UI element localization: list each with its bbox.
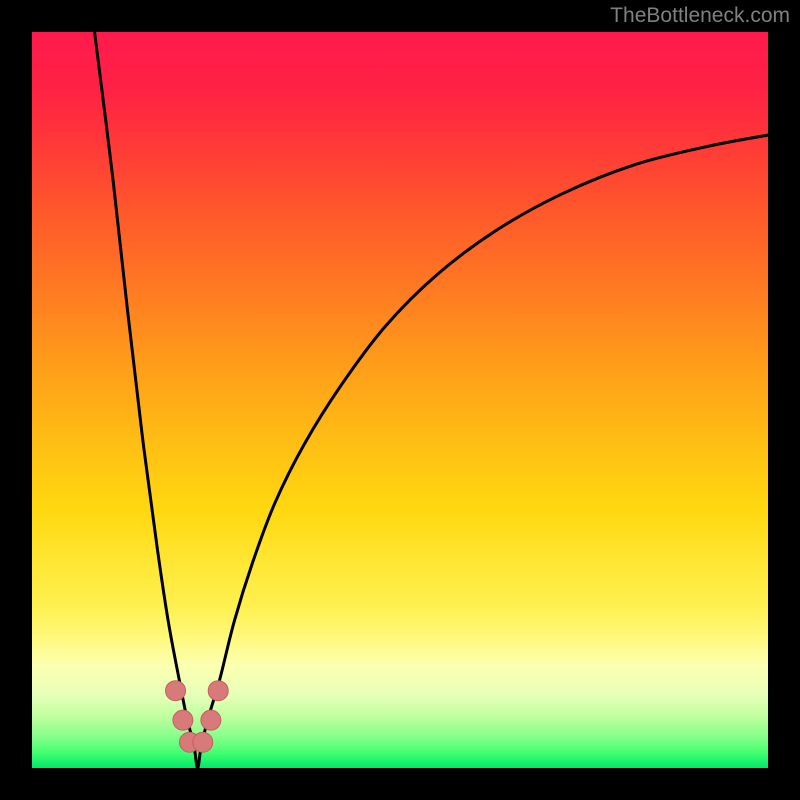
marker-point — [208, 681, 228, 701]
marker-point — [173, 710, 193, 730]
marker-point — [166, 681, 186, 701]
chart-markers — [166, 681, 229, 753]
chart-curve — [32, 32, 768, 768]
watermark-text: TheBottleneck.com — [610, 4, 790, 28]
marker-point — [193, 732, 213, 752]
marker-point — [201, 710, 221, 730]
chart-plot-area — [32, 32, 768, 768]
